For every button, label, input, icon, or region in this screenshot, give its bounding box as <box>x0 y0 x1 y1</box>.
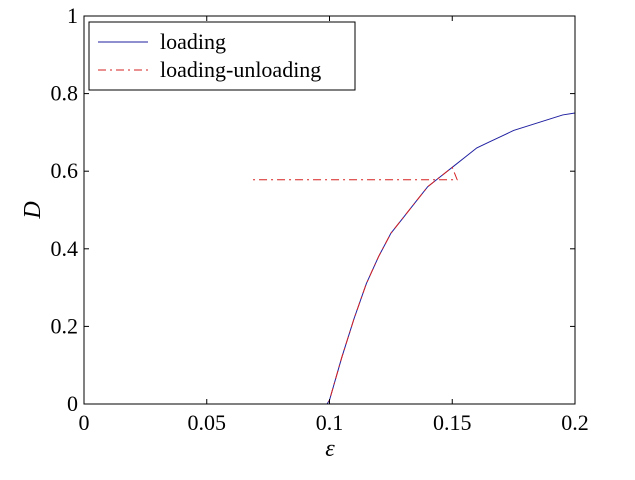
series-line-loading-unloading <box>84 166 458 405</box>
y-tick-label: 0.4 <box>51 236 79 261</box>
y-tick-label: 0.2 <box>51 313 79 338</box>
plot-frame <box>83 15 576 405</box>
y-tick-label: 0.8 <box>51 81 79 106</box>
y-tick-label: 1 <box>67 3 78 28</box>
x-tick-label: 0.15 <box>433 410 472 435</box>
legend-box <box>88 21 356 91</box>
legend: loading loading-unloading <box>88 21 356 91</box>
x-tick-label: 0.1 <box>316 410 344 435</box>
y-tick-label: 0 <box>67 391 78 416</box>
x-tick-label: 0.2 <box>561 410 589 435</box>
legend-label-loading-unloading: loading-unloading <box>160 57 321 82</box>
legend-label-loading: loading <box>160 29 226 54</box>
x-axis-label: ε <box>325 436 335 462</box>
y-axis-label: D <box>20 201 46 219</box>
y-tick-label: 0.6 <box>51 158 79 183</box>
series-line-loading <box>84 112 576 405</box>
x-tick-label: 0.05 <box>188 410 227 435</box>
x-tick-label: 0 <box>79 410 90 435</box>
